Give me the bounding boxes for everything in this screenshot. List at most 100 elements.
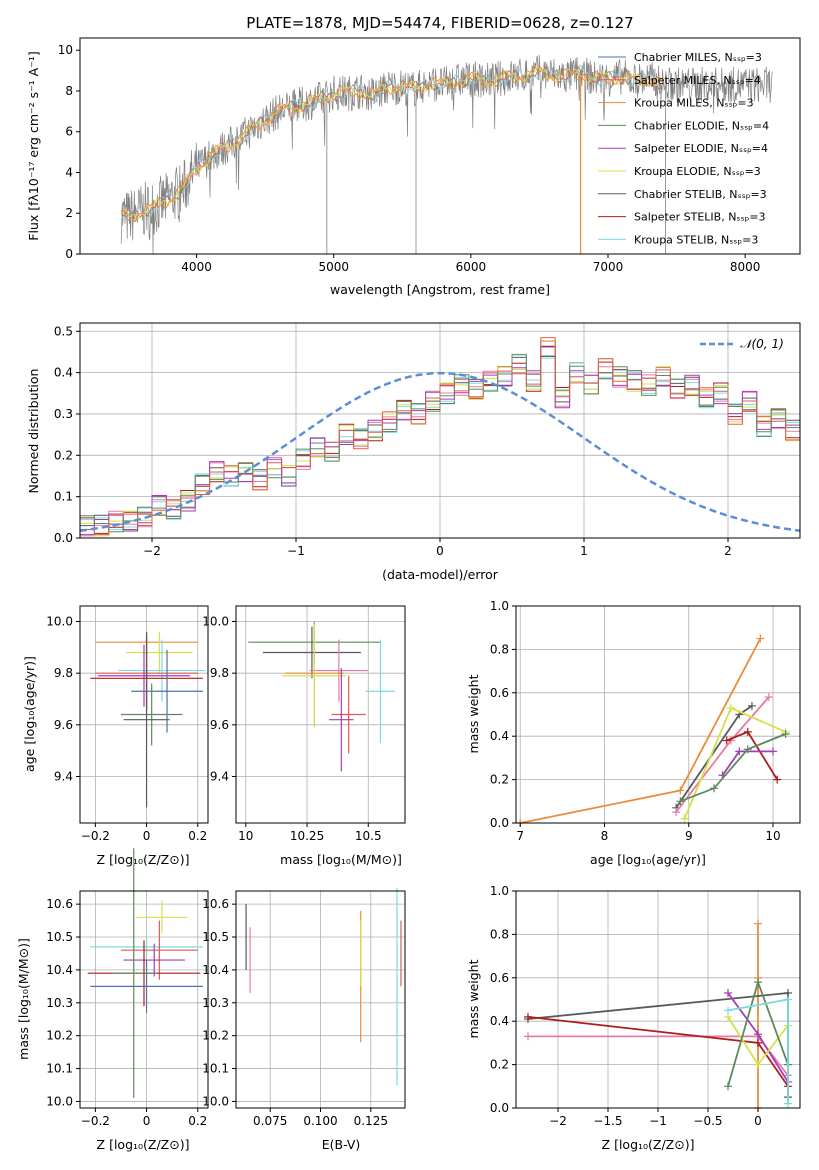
x-tick-label: 6000 (456, 260, 487, 274)
residual-ylabel: Normed distribution (26, 369, 41, 494)
legend-label: Kroupa MILES, Nₛₛₚ=3 (634, 97, 754, 110)
y-tick-label: 10.5 (202, 930, 229, 944)
x-tick-label: 7000 (593, 260, 624, 274)
histogram-step-line (80, 353, 800, 530)
y-tick-label: 0.5 (54, 324, 73, 338)
error-bar-point (365, 639, 396, 743)
spectrum-xlabel: wavelength [Angstrom, rest frame] (330, 282, 550, 297)
y-tick-label: 0.3 (54, 407, 73, 421)
axes-frame (79, 890, 209, 1109)
error-bar-point (97, 644, 191, 707)
error-bar-point (120, 683, 183, 746)
x-tick-label: 0 (143, 829, 151, 843)
error-bar-point (131, 649, 203, 733)
y-tick-label: 10.0 (46, 1094, 73, 1108)
y-tick-label: 0.8 (490, 927, 509, 941)
y-tick-label: 0.6 (490, 971, 509, 985)
histogram-step-line (80, 337, 800, 536)
y-tick-label: 10.0 (46, 615, 73, 629)
weight-point-marker (724, 1006, 732, 1015)
plot-area (524, 919, 792, 1112)
plot-area (245, 887, 402, 1085)
y-tick-label: 0.0 (54, 531, 73, 545)
tick-labels: 0.075 0.100 0.125 10.0 10.1 10.2 10.3 10.4 10.5 1… (202, 897, 388, 1128)
x-tick-label: 2 (724, 544, 732, 558)
y-tick-label: 9.8 (210, 666, 229, 680)
x-tick-label: 0 (143, 1114, 151, 1128)
residual-xlabel: (data-model)/error (382, 567, 499, 582)
error-bar-point (110, 848, 157, 1099)
weight-series-line (675, 696, 770, 813)
y-tick-label: 1.0 (490, 884, 509, 898)
y-tick-label: 0.8 (490, 642, 509, 656)
histogram-step-line (80, 354, 800, 533)
error-bar-point (282, 624, 347, 728)
weight-point-marker (710, 784, 719, 793)
weight-point-marker (676, 797, 685, 806)
y-tick-label: 10 (58, 43, 73, 57)
mZ-xlabel: Z [log₁₀(Z/Z⊙)] (97, 1137, 190, 1152)
tick-labels: 10 10.25 10.5 9.4 9.6 9.8 10.0 (202, 615, 381, 844)
x-tick-label: 0.2 (188, 1114, 207, 1128)
massweight-vs-Z-panel: −2 −1.5 −1 −0.5 0 0.0 0.2 0.4 0.6 0.8 1.0 (490, 884, 801, 1128)
legend-label: Salpeter MILES, Nₛₛₚ=4 (634, 74, 761, 87)
histogram-steps (80, 337, 800, 537)
y-tick-label: 9.4 (54, 770, 73, 784)
y-tick-label: 0.4 (54, 366, 73, 380)
x-tick-label: 10.25 (290, 829, 324, 843)
error-bar-point (118, 639, 206, 702)
weight-point-marker (724, 1082, 732, 1091)
mZ-ylabel: mass [log₁₀(M/M⊙)] (16, 938, 31, 1060)
weight-point-marker (754, 1060, 762, 1069)
error-bar-point (262, 626, 361, 679)
weight-series-line (721, 750, 773, 776)
x-tick-label: 10 (238, 829, 253, 843)
spectrum-curves (120, 54, 773, 254)
y-tick-label: 9.8 (54, 666, 73, 680)
y-tick-label: 8 (65, 84, 73, 98)
legend-label: Salpeter STELIB, Nₛₛₚ=3 (634, 211, 766, 224)
y-tick-label: 10.3 (46, 996, 73, 1010)
x-tick-label: −0.2 (81, 829, 110, 843)
x-tick-label: 10 (765, 829, 780, 843)
error-bar-point (331, 675, 366, 754)
y-tick-label: 10.3 (202, 996, 229, 1010)
y-tick-label: 0.4 (490, 1014, 509, 1028)
weight-point-marker (726, 703, 735, 712)
model-spectrum-line (121, 65, 664, 221)
x-tick-label: −0.5 (693, 1114, 722, 1128)
x-tick-label: 8 (601, 829, 609, 843)
axes-frame (235, 605, 406, 824)
y-tick-label: 0.1 (54, 490, 73, 504)
y-tick-label: 9.6 (54, 718, 73, 732)
mass-vs-ebv-panel: 0.075 0.100 0.125 10.0 10.1 10.2 10.3 10.4 10.5 1… (202, 887, 406, 1128)
weight-point-marker (743, 745, 752, 754)
tick-labels: −0.2 0 0.2 9.4 9.6 9.8 10.0 (46, 615, 207, 844)
weight-point-marker (524, 1032, 532, 1041)
ageZ-ylabel: age [log₁₀(age/yr)] (22, 656, 37, 772)
weight-point-marker (754, 919, 762, 928)
y-tick-label: 10.6 (46, 897, 73, 911)
grid-lines (236, 606, 405, 823)
grid-lines (80, 891, 208, 1108)
legend-label: Chabrier ELODIE, Nₛₛₚ=4 (634, 119, 769, 132)
tick-labels: −0.2 0 0.2 10.0 10.1 10.2 10.3 10.4 10.5 10.6 (46, 897, 207, 1128)
spectrum-legend: Chabrier MILES, Nₛₛₚ=3 Salpeter MILES, Nₛ… (598, 51, 769, 246)
tick-labels: 7 8 9 10 0.0 0.2 0.4 0.6 0.8 1.0 (490, 599, 781, 843)
x-tick-label: 5000 (318, 260, 349, 274)
y-tick-label: 10.2 (202, 1029, 229, 1043)
x-tick-label: 0.075 (253, 1114, 287, 1128)
y-tick-label: 0 (65, 247, 73, 261)
y-tick-label: 0.2 (490, 1058, 509, 1072)
spectrum-panel: PLATE=1878, MJD=54474, FIBERID=0628, z=0… (26, 14, 801, 297)
y-tick-label: 6 (65, 125, 73, 139)
weight-point-marker (773, 775, 782, 784)
y-tick-label: 9.6 (210, 718, 229, 732)
massweight-vs-age-panel: 7 8 9 10 0.0 0.2 0.4 0.6 0.8 1.0 (490, 599, 801, 843)
y-tick-label: 9.4 (210, 770, 229, 784)
y-tick-label: 0.6 (490, 686, 509, 700)
y-tick-label: 10.1 (202, 1062, 229, 1076)
weight-point-marker (722, 736, 731, 745)
normal-curve (80, 371, 800, 533)
